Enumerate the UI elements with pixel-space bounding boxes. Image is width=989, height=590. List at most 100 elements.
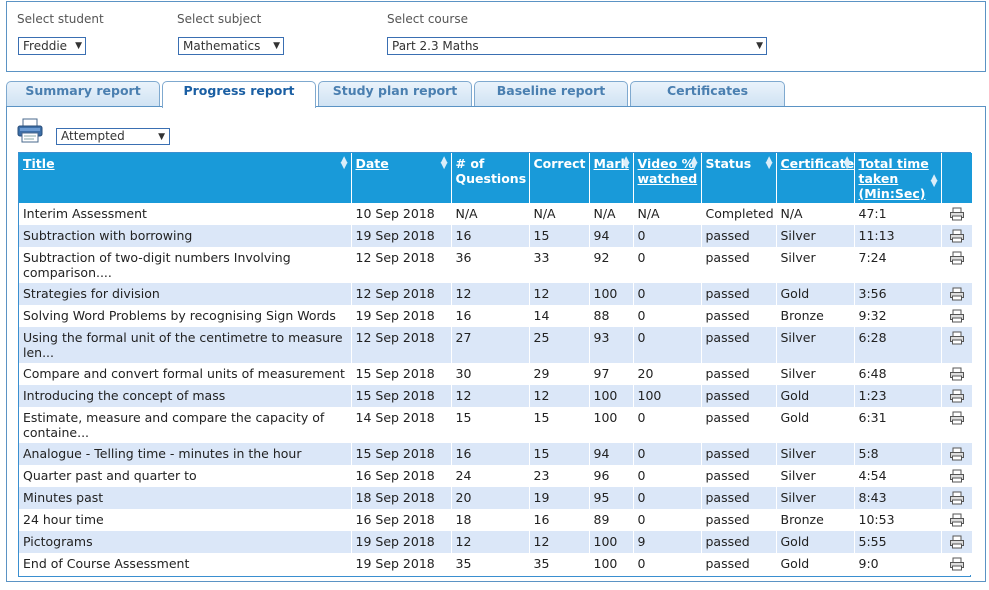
cell-correct: 12 xyxy=(529,283,590,305)
subject-select[interactable]: Mathematics ▼ xyxy=(178,37,284,55)
cell-date: 19 Sep 2018 xyxy=(351,225,452,247)
print-icon[interactable] xyxy=(949,535,965,549)
row-print-cell xyxy=(941,305,973,327)
print-icon[interactable] xyxy=(949,367,965,381)
cell-time: 9:32 xyxy=(854,305,942,327)
cell-title: Minutes past xyxy=(19,487,352,509)
tab-baseline-report[interactable]: Baseline report xyxy=(474,81,628,107)
print-icon[interactable] xyxy=(949,513,965,527)
print-icon[interactable] xyxy=(949,251,965,265)
cell-mark: 89 xyxy=(589,509,634,531)
column-header-total-time[interactable]: Total time taken (Min:Sec) ▲ ▼ xyxy=(854,153,942,203)
table-row: Subtraction of two-digit numbers Involvi… xyxy=(19,247,973,283)
student-select[interactable]: Freddie ▼ xyxy=(18,37,86,55)
print-icon[interactable] xyxy=(949,287,965,301)
student-select-value: Freddie xyxy=(23,39,68,53)
cell-correct: 35 xyxy=(529,553,590,575)
row-print-cell xyxy=(941,283,973,305)
row-print-cell xyxy=(941,225,973,247)
print-icon[interactable] xyxy=(949,469,965,483)
cell-date: 16 Sep 2018 xyxy=(351,509,452,531)
cell-title: Compare and convert formal units of meas… xyxy=(19,363,352,385)
tab-progress-report[interactable]: Progress report xyxy=(162,81,316,108)
cell-video: 0 xyxy=(633,305,702,327)
cell-questions: 12 xyxy=(451,531,530,553)
cell-mark: 100 xyxy=(589,283,634,305)
column-header-certificate[interactable]: Certificate ▲ ▼ xyxy=(776,153,855,203)
cell-correct: 15 xyxy=(529,407,590,443)
cell-date: 10 Sep 2018 xyxy=(351,203,452,225)
tab-label: Certificates xyxy=(666,83,749,98)
course-select-value: Part 2.3 Maths xyxy=(392,39,479,53)
print-icon[interactable] xyxy=(949,207,965,221)
cell-correct: 23 xyxy=(529,465,590,487)
cell-questions: 35 xyxy=(451,553,530,575)
column-header-title[interactable]: Title ▲ ▼ xyxy=(19,153,352,203)
cell-status: passed xyxy=(701,487,777,509)
print-icon[interactable] xyxy=(949,309,965,323)
print-icon[interactable] xyxy=(949,557,965,571)
cell-questions: 36 xyxy=(451,247,530,283)
cell-mark: 100 xyxy=(589,531,634,553)
cell-time: 5:8 xyxy=(854,443,942,465)
cell-certificate: Silver xyxy=(776,225,855,247)
table-row: Interim Assessment 10 Sep 2018 N/A N/A N/A N/… xyxy=(19,203,973,225)
table-row: Quarter past and quarter to 16 Sep 2018 24… xyxy=(19,465,973,487)
cell-date: 16 Sep 2018 xyxy=(351,465,452,487)
cell-mark: 97 xyxy=(589,363,634,385)
sort-icon: ▲ ▼ xyxy=(843,155,851,171)
cell-status: passed xyxy=(701,385,777,407)
print-icon[interactable] xyxy=(949,447,965,461)
table-row: Compare and convert formal units of meas… xyxy=(19,363,973,385)
print-icon[interactable] xyxy=(949,331,965,345)
cell-time: 1:23 xyxy=(854,385,942,407)
print-icon[interactable] xyxy=(949,229,965,243)
cell-certificate: Gold xyxy=(776,407,855,443)
column-header-date[interactable]: Date ▲ ▼ xyxy=(351,153,452,203)
cell-date: 12 Sep 2018 xyxy=(351,247,452,283)
tab-certificates[interactable]: Certificates xyxy=(630,81,785,107)
cell-time: 5:55 xyxy=(854,531,942,553)
cell-video: 0 xyxy=(633,465,702,487)
cell-correct: 12 xyxy=(529,385,590,407)
cell-video: 0 xyxy=(633,327,702,363)
cell-video: 0 xyxy=(633,283,702,305)
status-filter-select[interactable]: Attempted ▼ xyxy=(56,128,170,145)
cell-date: 15 Sep 2018 xyxy=(351,385,452,407)
cell-certificate: Bronze xyxy=(776,509,855,531)
printer-icon[interactable] xyxy=(16,118,44,144)
cell-title: End of Course Assessment xyxy=(19,553,352,575)
column-header-video-watched[interactable]: Video % watched ▲ ▼ xyxy=(633,153,702,203)
cell-certificate: Bronze xyxy=(776,305,855,327)
tab-label: Summary report xyxy=(25,83,141,98)
cell-date: 14 Sep 2018 xyxy=(351,407,452,443)
row-print-cell xyxy=(941,327,973,363)
cell-certificate: Silver xyxy=(776,487,855,509)
column-header-mark[interactable]: Mark ▲ ▼ xyxy=(589,153,634,203)
column-header-questions: # of Questions xyxy=(451,153,530,203)
cell-time: 7:24 xyxy=(854,247,942,283)
tab-study-plan-report[interactable]: Study plan report xyxy=(318,81,472,107)
cell-title: Analogue - Telling time - minutes in the… xyxy=(19,443,352,465)
cell-date: 12 Sep 2018 xyxy=(351,327,452,363)
cell-certificate: Silver xyxy=(776,363,855,385)
subject-label: Select subject xyxy=(177,12,262,26)
print-icon[interactable] xyxy=(949,389,965,403)
print-icon[interactable] xyxy=(949,411,965,425)
cell-video: 0 xyxy=(633,553,702,575)
cell-questions: 16 xyxy=(451,305,530,327)
table-row: End of Course Assessment 19 Sep 2018 35 35 1… xyxy=(19,553,973,575)
cell-title: Solving Word Problems by recognising Sig… xyxy=(19,305,352,327)
progress-table: Title ▲ ▼ Date ▲ ▼ # of Questions Correct Mar… xyxy=(18,152,973,577)
cell-video: 0 xyxy=(633,443,702,465)
cell-status: passed xyxy=(701,363,777,385)
course-select[interactable]: Part 2.3 Maths ▼ xyxy=(387,37,767,55)
cell-status: passed xyxy=(701,509,777,531)
tab-summary-report[interactable]: Summary report xyxy=(6,81,160,107)
cell-date: 15 Sep 2018 xyxy=(351,363,452,385)
table-row: Introducing the concept of mass 15 Sep 20… xyxy=(19,385,973,407)
print-icon[interactable] xyxy=(949,491,965,505)
sort-icon: ▲ ▼ xyxy=(440,155,448,171)
cell-status: Completed xyxy=(701,203,777,225)
cell-questions: 16 xyxy=(451,225,530,247)
